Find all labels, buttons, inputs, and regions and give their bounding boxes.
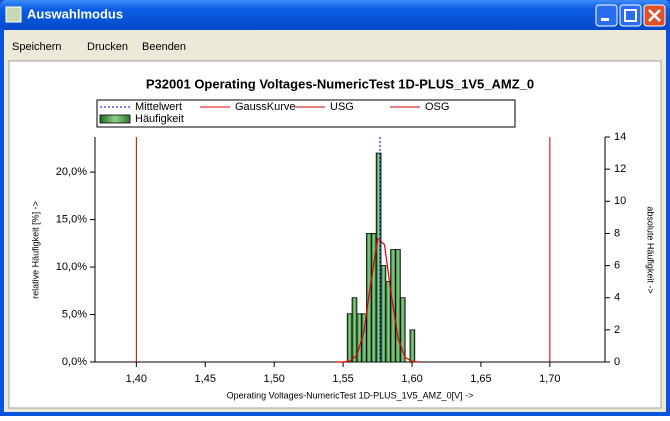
legend-label: USG — [330, 101, 354, 113]
histogram-bar — [409, 329, 416, 363]
menu-item[interactable]: Drucken — [87, 41, 128, 53]
window-title: Auswahlmodus — [27, 6, 123, 21]
histogram-bar — [351, 297, 358, 363]
y2-tick-label: 6 — [614, 259, 620, 271]
y2-tick-label: 8 — [614, 227, 620, 239]
menu-item[interactable]: Beenden — [142, 41, 186, 53]
y2-tick-label: 10 — [614, 195, 626, 207]
histogram-bar — [380, 265, 387, 363]
y-tick-label: 15,0% — [56, 214, 87, 226]
x-axis-label: Operating Voltages-NumericTest 1D-PLUS_1… — [227, 390, 474, 400]
x-tick-label: 1,60 — [401, 373, 422, 385]
legend-label: OSG — [425, 101, 449, 113]
y2-tick-label: 12 — [614, 163, 626, 175]
y-tick-label: 5,0% — [62, 308, 87, 320]
menu-item[interactable]: Speichern — [12, 41, 62, 53]
legend-label: Häufigkeit — [135, 113, 184, 125]
legend-label: Mittelwert — [135, 101, 182, 113]
gauss-curve — [336, 237, 419, 363]
histogram-bar — [375, 152, 382, 363]
y-axis-label: relative Häufigkeit [%] -> — [30, 201, 40, 299]
y-tick-label: 0,0% — [62, 356, 87, 368]
x-tick-label: 1,55 — [332, 373, 353, 385]
chart-title: P32001 Operating Voltages-NumericTest 1D… — [146, 76, 534, 91]
title-bar — [0, 0, 670, 30]
y2-tick-label: 4 — [614, 292, 620, 304]
histogram-bar — [346, 313, 353, 363]
maximize-button[interactable] — [619, 4, 642, 27]
y2-tick-label: 0 — [614, 356, 620, 368]
x-tick-label: 1,45 — [195, 373, 216, 385]
x-tick-label: 1,50 — [263, 373, 284, 385]
y2-tick-label: 2 — [614, 324, 620, 336]
x-tick-label: 1,40 — [126, 373, 147, 385]
x-tick-label: 1,65 — [470, 373, 491, 385]
x-tick-label: 1,70 — [539, 373, 560, 385]
legend-swatch — [99, 114, 131, 124]
histogram-bar — [399, 297, 406, 363]
y-tick-label: 10,0% — [56, 261, 87, 273]
window-icon — [5, 6, 22, 23]
minimize-button[interactable] — [595, 4, 618, 27]
legend-label: GaussKurve — [235, 101, 296, 113]
close-button[interactable] — [643, 4, 666, 27]
histogram-bar — [385, 281, 392, 363]
y2-tick-label: 14 — [614, 131, 626, 143]
legend — [96, 99, 516, 128]
histogram-bar — [395, 249, 401, 363]
y-tick-label: 20,0% — [56, 166, 87, 178]
y2-axis-label: absolute Häufigkeit -> — [646, 206, 656, 293]
